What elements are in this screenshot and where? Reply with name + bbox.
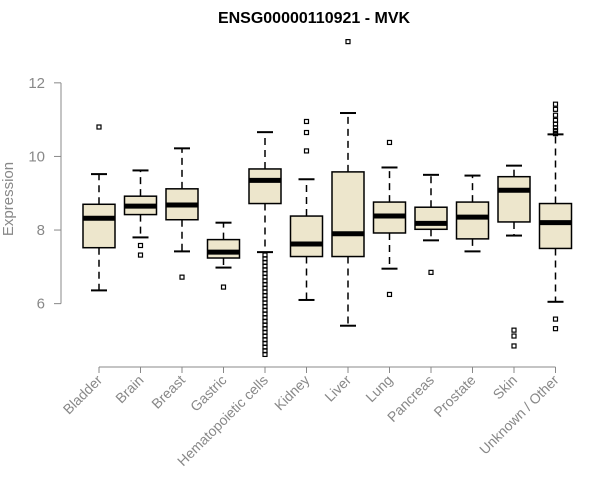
boxes-group: [82, 39, 573, 358]
x-tick-label-breast: Breast: [148, 372, 188, 412]
box-skin: [497, 164, 531, 349]
outlier-point: [96, 124, 102, 130]
outlier-point: [428, 269, 434, 275]
iqr-box: [289, 215, 324, 258]
outlier-point: [511, 343, 517, 349]
outlier-point: [303, 118, 310, 125]
outlier-point: [137, 242, 144, 249]
box-kidney: [289, 118, 324, 301]
x-tick-label-brain: Brain: [112, 372, 146, 406]
iqr-box: [538, 202, 573, 250]
box-gastric: [206, 221, 241, 290]
outlier-point: [511, 327, 517, 333]
x-tick-label-lung: Lung: [362, 372, 395, 405]
box-prostate: [455, 174, 490, 253]
outlier-point: [303, 129, 310, 136]
outlier-point: [552, 326, 559, 332]
outlier-point: [552, 131, 559, 137]
outlier-point: [552, 128, 559, 134]
iqr-box: [206, 238, 241, 259]
y-tick-label: 6: [37, 296, 45, 313]
outlier-point: [345, 39, 351, 45]
outlier-point: [552, 106, 559, 112]
y-tick-label: 10: [28, 148, 45, 165]
outlier-point: [137, 252, 144, 258]
iqr-box: [331, 171, 365, 258]
outlier-point: [552, 112, 559, 118]
x-tick-label-kidney: Kidney: [271, 372, 313, 414]
y-axis-label: Expression: [0, 162, 17, 236]
box-lung: [372, 139, 407, 298]
box-unknown-other: [538, 101, 573, 332]
x-tick-label-skin: Skin: [490, 372, 521, 403]
outlier-point: [386, 291, 393, 298]
outlier-point: [262, 351, 268, 358]
iqr-box: [414, 206, 448, 231]
box-brain: [123, 169, 158, 258]
y-axis: 6 8 10 12: [28, 75, 62, 313]
outlier-point: [303, 148, 310, 154]
x-tick-label-prostate: Prostate: [430, 372, 478, 420]
outlier-point: [552, 101, 559, 107]
outlier-point: [552, 125, 559, 131]
x-tick-label-unknown-other: Unknown / Other: [476, 372, 562, 458]
outlier-point: [511, 333, 517, 339]
chart-title: ENSG00000110921 - MVK: [218, 10, 411, 27]
box-hematopoietic-cells: [248, 131, 282, 358]
iqr-box: [497, 175, 531, 223]
x-tick-label-liver: Liver: [321, 372, 354, 405]
iqr-box: [455, 201, 490, 240]
outlier-point: [179, 274, 185, 280]
box-bladder: [82, 124, 116, 292]
box-pancreas: [414, 173, 448, 275]
outlier-point: [220, 284, 227, 290]
iqr-box: [248, 168, 282, 205]
y-tick-label: 8: [37, 222, 45, 239]
outlier-point: [552, 316, 559, 322]
box-liver: [331, 39, 365, 327]
box-breast: [165, 147, 199, 280]
outlier-point: [386, 139, 393, 146]
x-tick-label-bladder: Bladder: [60, 372, 106, 418]
iqr-box: [82, 203, 116, 249]
y-tick-label: 12: [28, 75, 45, 92]
